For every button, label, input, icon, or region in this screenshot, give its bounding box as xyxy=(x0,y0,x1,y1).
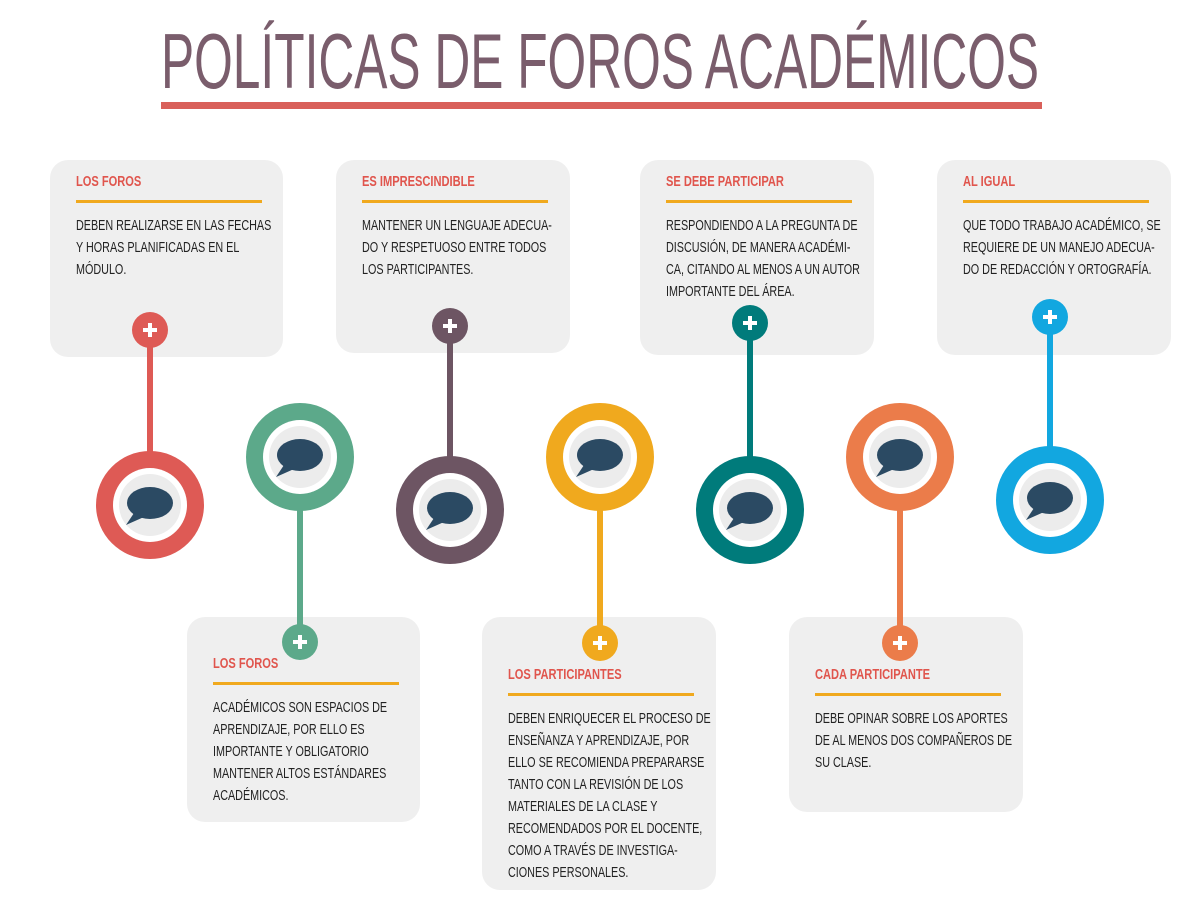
stem xyxy=(897,457,903,643)
card: LOS FOROS ACADÉMICOS SON ESPACIOS DE APREN… xyxy=(187,617,420,822)
card-text: DEBEN REALIZARSE EN LAS FECHAS xyxy=(76,216,272,233)
stem xyxy=(747,323,753,510)
card-bg xyxy=(336,160,570,353)
stem xyxy=(447,326,453,510)
card-text: APRENDIZAJE, POR ELLO ES xyxy=(213,720,365,737)
card-text: CA, CITANDO AL MENOS A UN AUTOR xyxy=(666,260,860,277)
plus-v xyxy=(148,323,152,337)
card-bg xyxy=(789,617,1023,812)
card-heading: LOS PARTICIPANTES xyxy=(508,665,622,682)
heading-underline xyxy=(963,200,1149,203)
card-bg xyxy=(937,160,1171,355)
chat-tail xyxy=(276,465,294,477)
card-text: IMPORTANTE DEL ÁREA. xyxy=(666,282,795,299)
card-heading: LOS FOROS xyxy=(76,172,142,189)
chat-bubble xyxy=(427,492,473,524)
heading-underline xyxy=(213,682,399,685)
chat-bubble xyxy=(877,439,923,471)
card-text: RESPONDIENDO A LA PREGUNTA DE xyxy=(666,216,858,233)
chat-bubble xyxy=(127,487,173,519)
card-text: ELLO SE RECOMIENDA PREPARARSE xyxy=(508,753,705,770)
card-text: MATERIALES DE LA CLASE Y xyxy=(508,797,658,814)
card-text: TANTO CON LA REVISIÓN DE LOS xyxy=(508,775,683,792)
card-text: MANTENER ALTOS ESTÁNDARES xyxy=(213,764,387,781)
title: POLÍTICAS DE FOROS ACADÉMICOS xyxy=(161,17,1039,105)
chat-tail xyxy=(126,513,144,525)
stem xyxy=(597,457,603,643)
chat-tail xyxy=(576,465,594,477)
plus-v xyxy=(448,319,452,333)
card: LOS FOROS DEBEN REALIZARSE EN LAS FECHAS Y… xyxy=(50,160,283,357)
card-text: DEBEN ENRIQUECER EL PROCESO DE xyxy=(508,709,711,726)
chat-tail xyxy=(426,518,444,530)
card: AL IGUAL QUE TODO TRABAJO ACADÉMICO, SE RE… xyxy=(937,160,1171,355)
stem xyxy=(297,457,303,642)
plus-v xyxy=(1048,310,1052,324)
stem xyxy=(147,330,153,505)
chat-bubble xyxy=(1027,482,1073,514)
chat-bubble xyxy=(727,492,773,524)
plus-v xyxy=(898,636,902,650)
card-text: REQUIERE DE UN MANEJO ADECUA- xyxy=(963,238,1155,255)
card-text: Y HORAS PLANIFICADAS EN EL xyxy=(76,238,239,255)
card: CADA PARTICIPANTE DEBE OPINAR SOBRE LOS A… xyxy=(789,617,1023,812)
card-heading: LOS FOROS xyxy=(213,654,279,671)
card-text: MÓDULO. xyxy=(76,260,126,277)
card-text: ACADÉMICOS SON ESPACIOS DE xyxy=(213,698,387,715)
card-text: COMO A TRAVÉS DE INVESTIGA- xyxy=(508,841,678,858)
card-heading: SE DEBE PARTICIPAR xyxy=(666,172,784,189)
chat-bubble xyxy=(577,439,623,471)
card: LOS PARTICIPANTES DEBEN ENRIQUECER EL PRO… xyxy=(482,617,716,890)
chat-tail xyxy=(876,465,894,477)
card-bg xyxy=(640,160,874,355)
stem xyxy=(1047,317,1053,500)
card-text: ACADÉMICOS. xyxy=(213,786,288,803)
title-underline xyxy=(161,102,1042,109)
card-heading: CADA PARTICIPANTE xyxy=(815,665,930,682)
heading-underline xyxy=(508,693,694,696)
chat-tail xyxy=(726,518,744,530)
card-text: DE AL MENOS DOS COMPAÑEROS DE xyxy=(815,731,1012,748)
card-bg xyxy=(482,617,716,890)
card-text: LOS PARTICIPANTES. xyxy=(362,260,473,277)
card: ES IMPRESCINDIBLE MANTENER UN LENGUAJE AD… xyxy=(336,160,570,353)
card-text: DEBE OPINAR SOBRE LOS APORTES xyxy=(815,709,1008,726)
card-text: CIONES PERSONALES. xyxy=(508,863,628,880)
card: SE DEBE PARTICIPAR RESPONDIENDO A LA PREG… xyxy=(640,160,874,355)
card-text: DISCUSIÓN, DE MANERA ACADÉMI- xyxy=(666,238,851,255)
heading-underline xyxy=(815,693,1001,696)
heading-underline xyxy=(76,200,262,203)
card-heading: ES IMPRESCINDIBLE xyxy=(362,172,475,189)
plus-v xyxy=(748,316,752,330)
card-text: QUE TODO TRABAJO ACADÉMICO, SE xyxy=(963,216,1161,233)
heading-underline xyxy=(666,200,852,203)
card-text: RECOMENDADOS POR EL DOCENTE, xyxy=(508,819,702,836)
card-text: IMPORTANTE Y OBLIGATORIO xyxy=(213,742,369,759)
plus-v xyxy=(598,636,602,650)
card-text: DO DE REDACCIÓN Y ORTOGRAFÍA. xyxy=(963,260,1152,277)
card-text: MANTENER UN LENGUAJE ADECUA- xyxy=(362,216,552,233)
chat-tail xyxy=(1026,508,1044,520)
plus-v xyxy=(298,635,302,649)
card-text: SU CLASE. xyxy=(815,753,871,770)
heading-underline xyxy=(362,200,548,203)
card-text: ENSEÑANZA Y APRENDIZAJE, POR xyxy=(508,731,689,748)
card-text: DO Y RESPETUOSO ENTRE TODOS xyxy=(362,238,547,255)
chat-bubble xyxy=(277,439,323,471)
card-heading: AL IGUAL xyxy=(963,172,1015,189)
card-bg xyxy=(50,160,283,357)
card-bg xyxy=(187,617,420,822)
